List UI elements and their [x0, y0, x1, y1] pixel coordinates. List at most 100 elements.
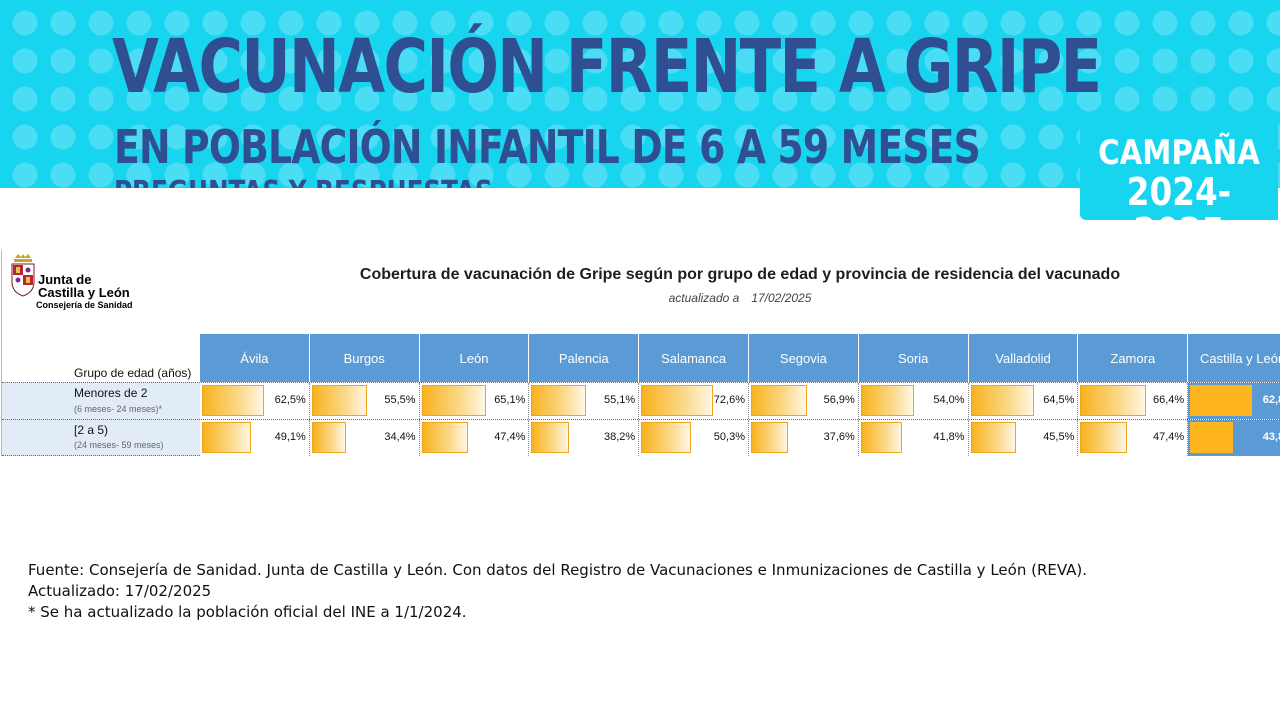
- junta-logo: Junta de Castilla y León Consejería de S…: [10, 254, 140, 314]
- coverage-bar: [751, 422, 789, 453]
- coverage-bar: [421, 422, 469, 453]
- data-cell: 47,4%: [419, 420, 530, 456]
- column-header: León: [419, 334, 530, 382]
- coverage-bar: [421, 385, 486, 416]
- row-sublabel: (24 meses- 59 meses): [74, 440, 164, 450]
- coverage-bar: [641, 385, 713, 416]
- column-header: Burgos: [309, 334, 420, 382]
- coverage-report: Junta de Castilla y León Consejería de S…: [0, 250, 1280, 456]
- age-group-header: Grupo de edad (años): [74, 366, 192, 380]
- logo-name-line1: Junta de: [38, 272, 92, 287]
- chart-title: Cobertura de vacunación de Gripe según p…: [359, 266, 1121, 283]
- coverage-bar: [751, 385, 808, 416]
- source-line: Fuente: Consejería de Sanidad. Junta de …: [28, 561, 1088, 579]
- banner-cutoff-text: PREGUNTAS Y RESPUESTAS: [114, 178, 493, 189]
- coverage-value: 54,0%: [933, 394, 965, 406]
- coverage-value: 65,1%: [494, 394, 526, 406]
- coverage-value: 50,3%: [713, 431, 745, 443]
- coverage-value: 34,4%: [384, 431, 416, 443]
- total-cell: 62,8%: [1188, 383, 1280, 419]
- coverage-bar: [202, 422, 251, 453]
- logo-department: Consejería de Sanidad: [36, 300, 133, 310]
- logo-name-line2: Castilla y León: [38, 285, 130, 300]
- total-cell: 43,8%: [1188, 420, 1280, 456]
- data-cell: 45,5%: [968, 420, 1079, 456]
- coverage-value: 62,5%: [274, 394, 306, 406]
- coverage-bar: [970, 422, 1016, 453]
- coat-of-arms-icon: [11, 254, 35, 297]
- banner-title: VACUNACIÓN FRENTE A GRIPE: [112, 24, 1102, 110]
- coverage-value: 66,4%: [1152, 394, 1185, 406]
- coverage-bar: [970, 385, 1035, 416]
- source-note: Fuente: Consejería de Sanidad. Junta de …: [28, 560, 1268, 623]
- coverage-value: 56,9%: [823, 394, 855, 406]
- coverage-bar: [531, 422, 570, 453]
- data-cell: 64,5%: [968, 383, 1079, 419]
- coverage-value: 37,6%: [823, 431, 855, 443]
- report-border: [1, 250, 2, 456]
- coverage-value: 55,1%: [603, 394, 636, 406]
- column-header: Valladolid: [968, 334, 1079, 382]
- coverage-value: 38,2%: [603, 431, 636, 443]
- coverage-value: 62,8%: [1262, 394, 1280, 406]
- source-updated: Actualizado: 17/02/2025: [28, 582, 212, 600]
- row-divider: [2, 382, 1280, 383]
- data-cell: 56,9%: [749, 383, 859, 419]
- coverage-bar: [202, 385, 264, 416]
- row-divider: [2, 419, 1280, 420]
- updated-date: 17/02/2025: [751, 291, 812, 305]
- data-cell: 55,5%: [309, 383, 420, 419]
- data-cell: 37,6%: [749, 420, 859, 456]
- data-cell: 50,3%: [639, 420, 749, 456]
- campaign-badge: CAMPAÑA 2024-2025: [1080, 124, 1278, 252]
- banner-subtitle: EN POBLACIÓN INFANTIL DE 6 A 59 MESES: [114, 120, 981, 174]
- column-header: Segovia: [749, 334, 859, 382]
- updated-line: actualizado a 17/02/2025: [200, 291, 1280, 305]
- data-cell: 54,0%: [858, 383, 969, 419]
- column-header: Soria: [858, 334, 969, 382]
- campaign-label: CAMPAÑA: [1098, 133, 1260, 173]
- coverage-value: 43,8%: [1262, 431, 1280, 443]
- column-header: Zamora: [1078, 334, 1189, 382]
- column-header: Palencia: [529, 334, 640, 382]
- data-cell: 62,5%: [200, 383, 310, 419]
- coverage-value: 55,5%: [384, 394, 416, 406]
- coverage-bar: [311, 422, 346, 453]
- data-cell: 41,8%: [858, 420, 969, 456]
- coverage-value: 47,4%: [494, 431, 526, 443]
- coverage-value: 64,5%: [1043, 394, 1075, 406]
- coverage-bar: [1190, 385, 1253, 416]
- coverage-table: Grupo de edad (años) Menores de 2 (6 mes…: [0, 334, 1280, 456]
- data-cell: 38,2%: [529, 420, 640, 456]
- coverage-bar: [860, 385, 915, 416]
- coverage-bar: [641, 422, 691, 453]
- data-cell: 34,4%: [309, 420, 420, 456]
- coverage-value: 45,5%: [1043, 431, 1075, 443]
- coverage-value: 41,8%: [933, 431, 965, 443]
- column-header: Castilla y León: [1188, 334, 1280, 382]
- coverage-bar: [1080, 385, 1146, 416]
- data-cell: 66,4%: [1078, 383, 1189, 419]
- data-cell: 65,1%: [419, 383, 530, 419]
- row-label: Menores de 2: [74, 386, 148, 400]
- campaign-years: 2024-2025: [1126, 170, 1232, 254]
- data-cell: 72,6%: [639, 383, 749, 419]
- coverage-value: 47,4%: [1152, 431, 1185, 443]
- column-header: Salamanca: [639, 334, 749, 382]
- row-sublabel: (6 meses- 24 meses)*: [74, 404, 163, 414]
- coverage-value: 72,6%: [713, 394, 745, 406]
- row-label: [2 a 5): [74, 423, 109, 437]
- coverage-bar: [860, 422, 903, 453]
- source-footnote: * Se ha actualizado la población oficial…: [28, 603, 467, 621]
- coverage-bar: [531, 385, 586, 416]
- updated-label: actualizado a: [668, 291, 740, 305]
- data-cell: 55,1%: [529, 383, 640, 419]
- coverage-bar: [311, 385, 367, 416]
- data-cell: 49,1%: [200, 420, 310, 456]
- coverage-value: 49,1%: [274, 431, 306, 443]
- coverage-bar: [1190, 422, 1234, 453]
- column-header: Ávila: [200, 334, 310, 382]
- coverage-bar: [1080, 422, 1128, 453]
- campaign-banner: VACUNACIÓN FRENTE A GRIPE EN POBLACIÓN I…: [0, 0, 1280, 188]
- data-cell: 47,4%: [1078, 420, 1189, 456]
